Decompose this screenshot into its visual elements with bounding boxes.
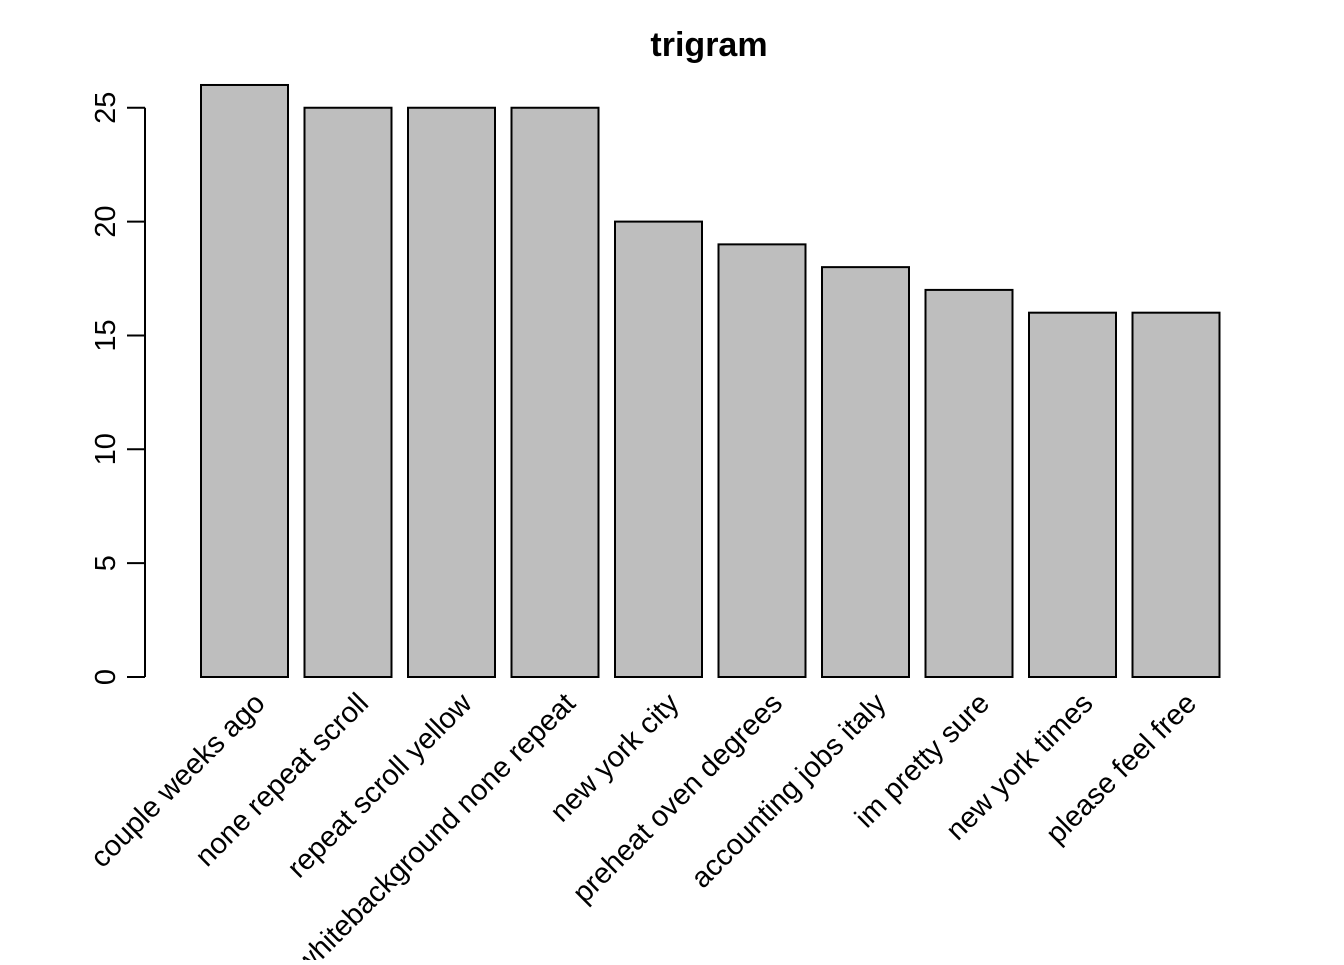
bar: [717, 243, 807, 678]
bar: [821, 266, 910, 678]
bar: [200, 83, 289, 679]
bar: [303, 106, 393, 678]
y-tick-label: 25: [90, 92, 122, 124]
x-category-label: accounting jobs italy: [685, 687, 893, 895]
x-category-label: couple weeks ago: [85, 687, 272, 874]
y-tick-label: 20: [90, 205, 122, 237]
x-category-label: none repeat scroll: [189, 687, 375, 873]
x-category-label: repeat scroll yellow: [281, 687, 479, 885]
bar: [407, 106, 496, 678]
x-category-label: preheat oven degrees: [567, 687, 789, 909]
y-tick-label: 0: [90, 669, 122, 685]
chart-title: trigram: [650, 26, 767, 64]
y-tick-label: 10: [90, 433, 122, 465]
bars: [200, 83, 1221, 679]
bar: [1028, 311, 1117, 678]
y-tick-label: 5: [90, 555, 122, 571]
y-tick-label: 15: [90, 319, 122, 351]
y-axis: 0 5 10 15 20 25: [90, 92, 146, 685]
bar: [614, 220, 703, 678]
bar: [1131, 311, 1221, 678]
bar: [510, 106, 600, 678]
bar: [924, 288, 1014, 678]
